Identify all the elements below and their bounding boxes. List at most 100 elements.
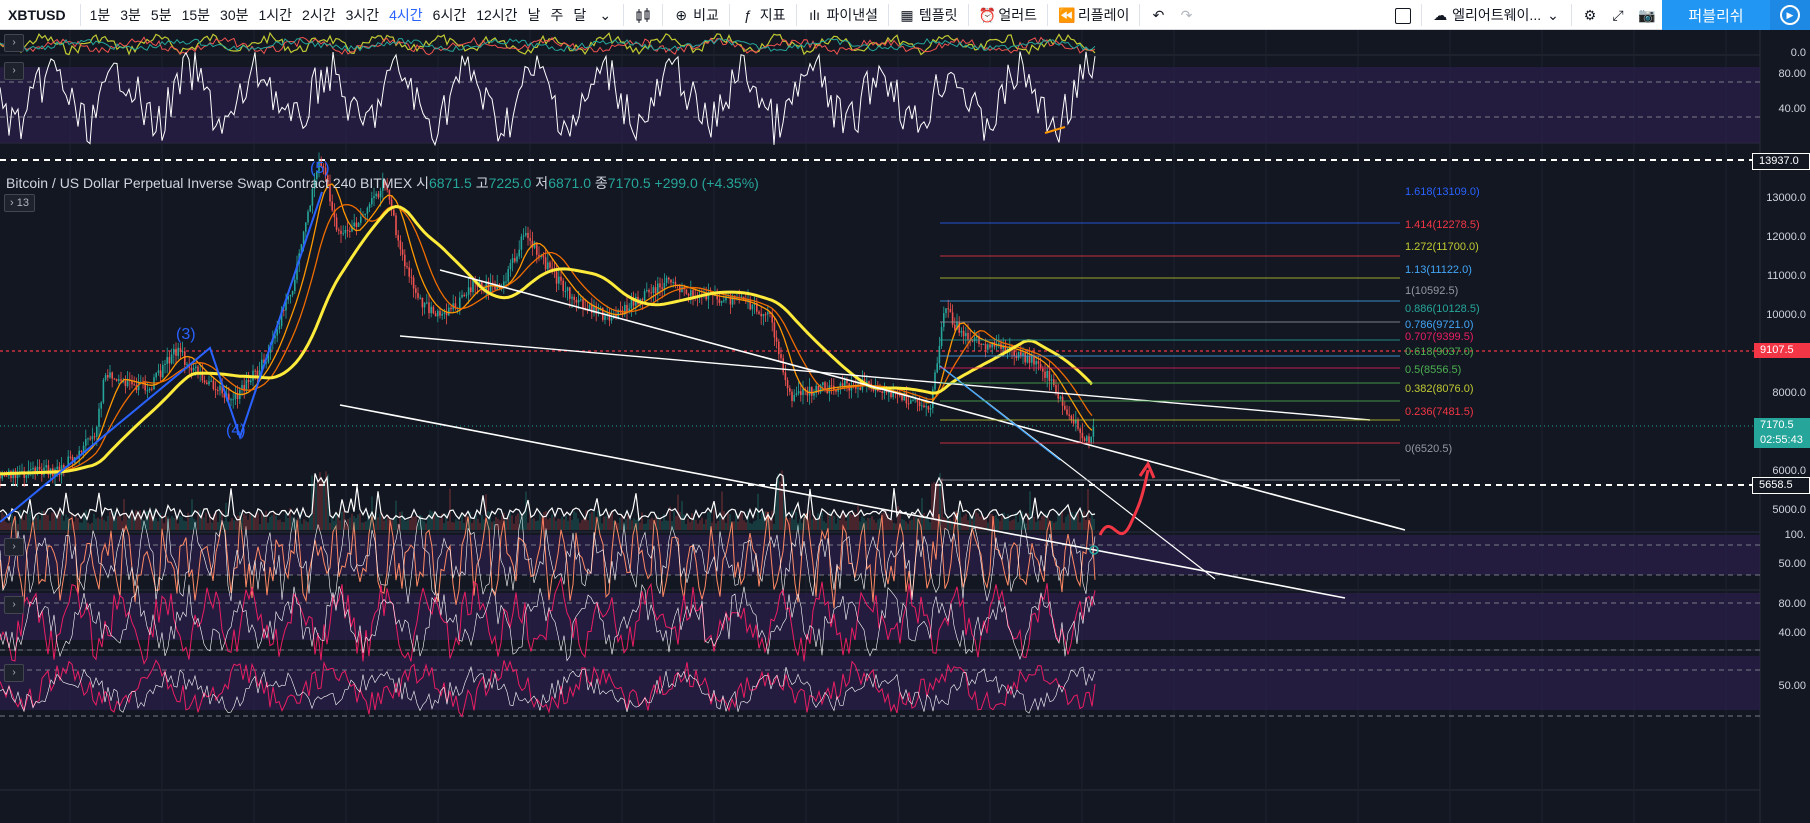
- candle-body: [241, 384, 243, 390]
- fib-ratio: 0.236: [1405, 406, 1433, 418]
- indicators-button[interactable]: ƒ 지표: [734, 0, 792, 30]
- toolbar-divider: [795, 3, 797, 26]
- templates-button[interactable]: ▦ 템플릿: [893, 0, 964, 30]
- interval-item[interactable]: 주: [550, 6, 564, 23]
- interval-item[interactable]: 15분: [181, 6, 211, 23]
- interval-item[interactable]: 1시간: [258, 6, 293, 23]
- candle-body: [507, 269, 509, 282]
- candle-body: [195, 366, 197, 368]
- candle-body: [1059, 396, 1062, 399]
- fullscreen-button[interactable]: ⤢: [1604, 0, 1632, 30]
- interval-item[interactable]: 3시간: [345, 6, 380, 23]
- publish-button[interactable]: 퍼블리쉬: [1662, 0, 1770, 30]
- play-button[interactable]: ▶: [1770, 0, 1810, 30]
- candle-body: [91, 436, 94, 440]
- candle-body: [283, 309, 285, 311]
- wave-label-5[interactable]: (5): [310, 160, 330, 177]
- wave-label-4[interactable]: (4): [226, 422, 246, 439]
- series-legend[interactable]: Bitcoin / US Dollar Perpetual Inverse Sw…: [6, 173, 759, 193]
- fib-value: 8076.0: [1436, 383, 1470, 395]
- layout-label: 엘리어트웨이...: [1452, 6, 1542, 23]
- candle-body: [408, 267, 410, 277]
- interval-item[interactable]: 12시간: [476, 6, 518, 23]
- candle-body: [333, 210, 336, 218]
- change-value: +299.0 (+4.35%): [654, 175, 759, 191]
- toolbar-divider: [967, 3, 969, 26]
- candle-body: [516, 256, 518, 262]
- compare-button[interactable]: ⊕ 비교: [667, 0, 725, 30]
- redo-icon: ↷: [1180, 6, 1193, 23]
- undo-button[interactable]: ↶: [1144, 0, 1172, 30]
- pane-toggle-button[interactable]: ›: [4, 538, 24, 556]
- candle-body: [503, 281, 505, 286]
- candle-body: [0, 473, 1, 479]
- candle-body: [839, 383, 842, 388]
- interval-dropdown[interactable]: ⌄: [591, 0, 619, 30]
- replay-button[interactable]: ⏪ 리플레이: [1052, 0, 1135, 30]
- pane-toggle-button[interactable]: ›: [4, 596, 24, 614]
- axis-tick: 10000.0: [1766, 309, 1806, 321]
- candle-body: [327, 175, 329, 185]
- candle-body: [1090, 436, 1092, 443]
- chart-type-button[interactable]: [628, 0, 658, 30]
- candle-body: [1050, 379, 1053, 381]
- candle-body: [417, 292, 419, 298]
- candle-body: [628, 308, 630, 313]
- chart-canvas[interactable]: [0, 30, 1810, 823]
- interval-item[interactable]: 날: [527, 6, 541, 23]
- pane-toggle-button[interactable]: ›: [4, 664, 24, 682]
- financials-button[interactable]: ılı 파이낸셜: [801, 0, 884, 30]
- candle-body: [747, 298, 749, 302]
- settings-button[interactable]: ⚙: [1576, 0, 1604, 30]
- redo-button[interactable]: ↷: [1172, 0, 1200, 30]
- candle-body: [289, 294, 292, 297]
- interval-item[interactable]: 1분: [89, 6, 111, 23]
- candle-body: [883, 391, 886, 393]
- fib-level-label: 1(10592.5): [1405, 285, 1459, 297]
- candle-body: [36, 466, 39, 473]
- moving-average-slow: [0, 204, 1094, 476]
- candle-body: [302, 231, 305, 245]
- chart-area[interactable]: › › › › › Bitcoin / US Dollar Perpetual …: [0, 30, 1810, 823]
- candle-body: [197, 366, 199, 374]
- candle-body: [280, 309, 283, 327]
- pane-toggle-button[interactable]: ›: [4, 62, 24, 80]
- candle-body: [69, 456, 72, 458]
- candle-body: [819, 385, 822, 393]
- candle-body: [597, 308, 600, 314]
- candle-body: [155, 372, 157, 378]
- interval-item[interactable]: 6시간: [432, 6, 467, 23]
- candle-body: [309, 205, 311, 212]
- candle-body: [885, 391, 888, 393]
- axis-tick: 40.00: [1778, 627, 1806, 639]
- legend-collapse-button[interactable]: › 13: [4, 194, 35, 212]
- candle-body: [940, 326, 943, 346]
- snapshot-button[interactable]: 📷: [1632, 0, 1660, 30]
- alert-button[interactable]: ⏰ 얼러트: [973, 0, 1044, 30]
- candle-body: [159, 370, 162, 378]
- interval-item[interactable]: 2시간: [302, 6, 336, 23]
- interval-item[interactable]: 3분: [120, 6, 141, 23]
- candle-body: [1022, 353, 1024, 356]
- candle-body: [610, 318, 613, 321]
- price-tag-high: 13937.0: [1752, 153, 1810, 170]
- candle-body: [131, 380, 133, 385]
- pane-toggle-button[interactable]: ›: [4, 34, 24, 52]
- fullscreen-checkbox[interactable]: [1389, 0, 1417, 30]
- wave-label-3[interactable]: (3): [176, 326, 196, 343]
- fib-level-label: 0.5(8556.5): [1405, 364, 1462, 376]
- symbol-search[interactable]: XBTUSD: [8, 6, 66, 23]
- price-tag-last: 7170.5: [1754, 418, 1810, 433]
- candle-body: [82, 445, 85, 453]
- candle-body: [936, 363, 938, 373]
- fib-ratio: 1.618: [1405, 186, 1433, 198]
- candle-body: [844, 380, 846, 387]
- fib-level-label: 0.382(8076.0): [1405, 383, 1474, 395]
- interval-item[interactable]: 5분: [150, 6, 172, 23]
- layout-button[interactable]: ☁ 엘리어트웨이... ⌄: [1426, 0, 1567, 30]
- interval-item[interactable]: 4시간: [389, 6, 423, 23]
- interval-item[interactable]: 달: [573, 6, 587, 23]
- interval-item[interactable]: 30분: [220, 6, 249, 23]
- candle-body: [428, 302, 430, 314]
- candle-body: [793, 395, 795, 401]
